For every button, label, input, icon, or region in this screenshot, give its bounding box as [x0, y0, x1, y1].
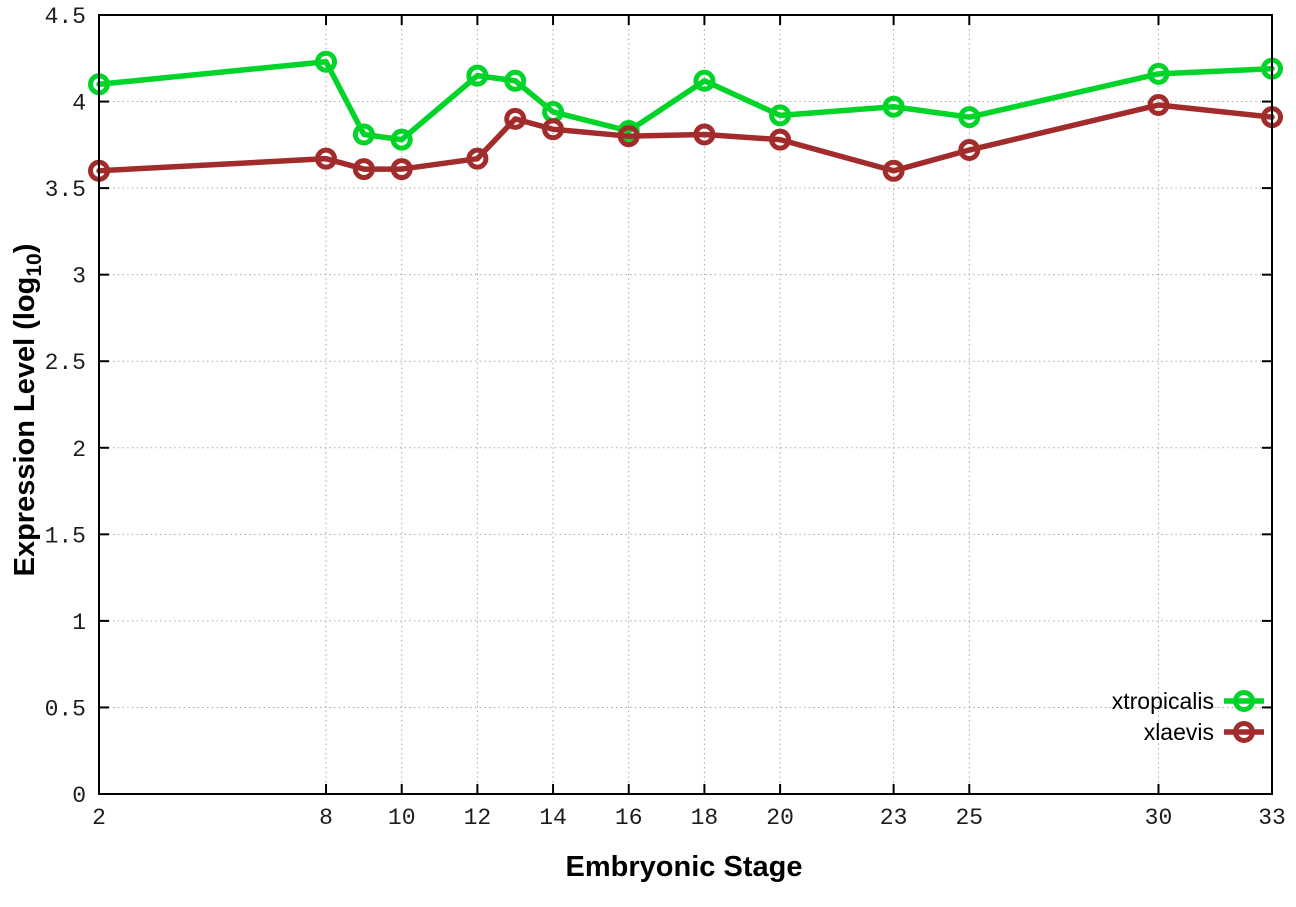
data-point-xlaevis	[617, 125, 640, 148]
legend-item-xlaevis: xlaevis	[1144, 719, 1264, 745]
axis-ticks	[98, 14, 1273, 795]
data-point-xtropicalis	[958, 106, 981, 129]
data-point-xlaevis	[352, 158, 375, 181]
x-tick-label: 33	[1258, 805, 1286, 831]
x-tick-label: 8	[319, 805, 333, 831]
y-axis-title-main: Expression Level (log	[9, 277, 41, 577]
data-point-xlaevis	[693, 123, 716, 146]
data-point-xtropicalis	[352, 123, 375, 146]
data-point-xtropicalis	[390, 128, 413, 151]
x-tick-label: 16	[615, 805, 643, 831]
y-axis-title: Expression Level (log10)	[9, 244, 46, 577]
data-point-xtropicalis	[1147, 62, 1170, 85]
legend-item-xtropicalis: xtropicalis	[1112, 688, 1264, 714]
x-tick-label: 12	[464, 805, 492, 831]
y-axis-title-subscript: 10	[23, 253, 46, 276]
data-point-xtropicalis	[769, 104, 792, 127]
data-point-xlaevis	[390, 158, 413, 181]
legend: xtropicalis xlaevis	[1112, 688, 1264, 745]
legend-label-xlaevis: xlaevis	[1144, 719, 1214, 745]
x-tick-label: 25	[955, 805, 983, 831]
series-line-xlaevis	[96, 102, 1275, 174]
x-tick-label: 2	[92, 805, 106, 831]
x-tick-label: 20	[766, 805, 794, 831]
data-point-xtropicalis	[315, 50, 338, 73]
data-point-xtropicalis	[693, 69, 716, 92]
y-tick-label: 1.5	[45, 523, 86, 549]
data-point-xlaevis	[315, 147, 338, 170]
data-point-xtropicalis	[504, 69, 527, 92]
x-tick-label: 14	[539, 805, 567, 831]
legend-label-xtropicalis: xtropicalis	[1112, 688, 1214, 714]
y-tick-label: 1	[72, 610, 86, 636]
x-axis-title: Embryonic Stage	[566, 851, 803, 883]
y-tick-label: 4.5	[45, 4, 86, 30]
data-point-xlaevis	[1147, 94, 1170, 117]
x-tick-label: 30	[1145, 805, 1173, 831]
y-axis-title-close: )	[9, 244, 41, 254]
y-tick-label: 3.5	[45, 177, 86, 203]
data-point-xtropicalis	[466, 64, 489, 87]
data-point-xlaevis	[542, 118, 565, 141]
y-tick-label: 3	[72, 264, 86, 290]
tick-labels: 2 8 10 12 14 16 18 20 23 25 30 33 0 0.5 1 1.5 2 2.5 3 3.5 4 4…	[45, 4, 1286, 831]
y-tick-label: 2	[72, 437, 86, 463]
data-point-xlaevis	[769, 128, 792, 151]
data-point-xtropicalis	[882, 95, 905, 118]
series-line-xtropicalis	[96, 58, 1275, 143]
y-tick-label: 4	[72, 91, 86, 117]
data-point-xlaevis	[466, 147, 489, 170]
legend-marker-icon-xlaevis	[1233, 721, 1255, 743]
plot-border	[98, 14, 1273, 795]
data-point-xlaevis	[504, 107, 527, 130]
y-tick-label: 0	[72, 783, 86, 809]
data-point-xlaevis	[958, 139, 981, 162]
x-tick-label: 23	[880, 805, 908, 831]
legend-marker-icon-xtropicalis	[1233, 690, 1255, 712]
x-tick-label: 10	[388, 805, 416, 831]
x-tick-label: 18	[691, 805, 719, 831]
series-layer	[88, 50, 1283, 182]
y-tick-label: 0.5	[45, 696, 86, 722]
data-point-xlaevis	[882, 159, 905, 182]
y-tick-label: 2.5	[45, 350, 86, 376]
gridlines	[99, 15, 1272, 794]
